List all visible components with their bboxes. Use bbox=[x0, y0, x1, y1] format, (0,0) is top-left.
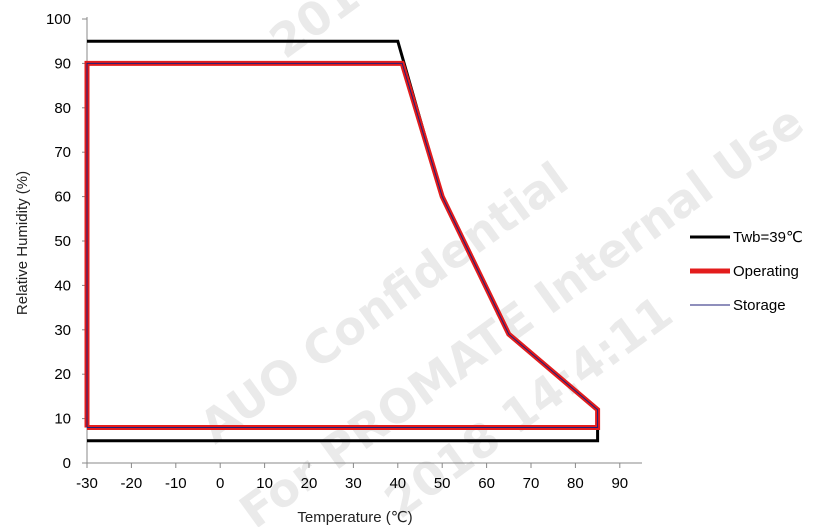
x-tick-label: 90 bbox=[611, 475, 628, 492]
y-tick-label: 100 bbox=[46, 11, 71, 28]
watermark-text: For PROMATE Internal Use bbox=[230, 94, 813, 527]
x-tick-label: 20 bbox=[301, 475, 318, 492]
y-axis-title: Relative Humidity (%) bbox=[14, 171, 31, 315]
y-tick-label: 80 bbox=[54, 100, 71, 117]
y-tick-label: 30 bbox=[54, 322, 71, 339]
series-layer bbox=[84, 39, 601, 443]
y-tick-label: 40 bbox=[54, 277, 71, 294]
x-tick-label: 10 bbox=[256, 475, 273, 492]
x-tick-label: 70 bbox=[523, 475, 540, 492]
x-axis-title: Temperature (℃) bbox=[297, 509, 412, 526]
x-tick-label: 80 bbox=[567, 475, 584, 492]
y-tick-label: 60 bbox=[54, 189, 71, 206]
tick-labels: 0 10 20 30 40 50 60 70 80 90 100 -30 -20 -10 0 10 20 30 40… bbox=[46, 11, 628, 492]
x-tick-label: 30 bbox=[345, 475, 362, 492]
legend-label: Twb=39℃ bbox=[733, 229, 803, 246]
x-tick-label: 0 bbox=[216, 475, 224, 492]
y-tick-label: 50 bbox=[54, 233, 71, 250]
legend: Twb=39℃ Operating Storage bbox=[690, 229, 803, 314]
watermark-text: 2017/... bbox=[260, 0, 451, 69]
series-line-3 bbox=[86, 62, 599, 428]
y-tick-label: 70 bbox=[54, 144, 71, 161]
y-tick-label: 10 bbox=[54, 411, 71, 428]
legend-label: Storage bbox=[733, 297, 786, 314]
x-tick-label: 60 bbox=[478, 475, 495, 492]
x-tick-label: -30 bbox=[76, 475, 98, 492]
y-tick-label: 20 bbox=[54, 366, 71, 383]
x-tick-label: -10 bbox=[165, 475, 187, 492]
x-tick-label: 40 bbox=[389, 475, 406, 492]
x-tick-label: 50 bbox=[434, 475, 451, 492]
series-line-2 bbox=[84, 60, 601, 430]
y-tick-label: 90 bbox=[54, 55, 71, 72]
legend-label: Operating bbox=[733, 263, 799, 280]
x-tick-label: -20 bbox=[121, 475, 143, 492]
y-tick-label: 0 bbox=[63, 455, 71, 472]
